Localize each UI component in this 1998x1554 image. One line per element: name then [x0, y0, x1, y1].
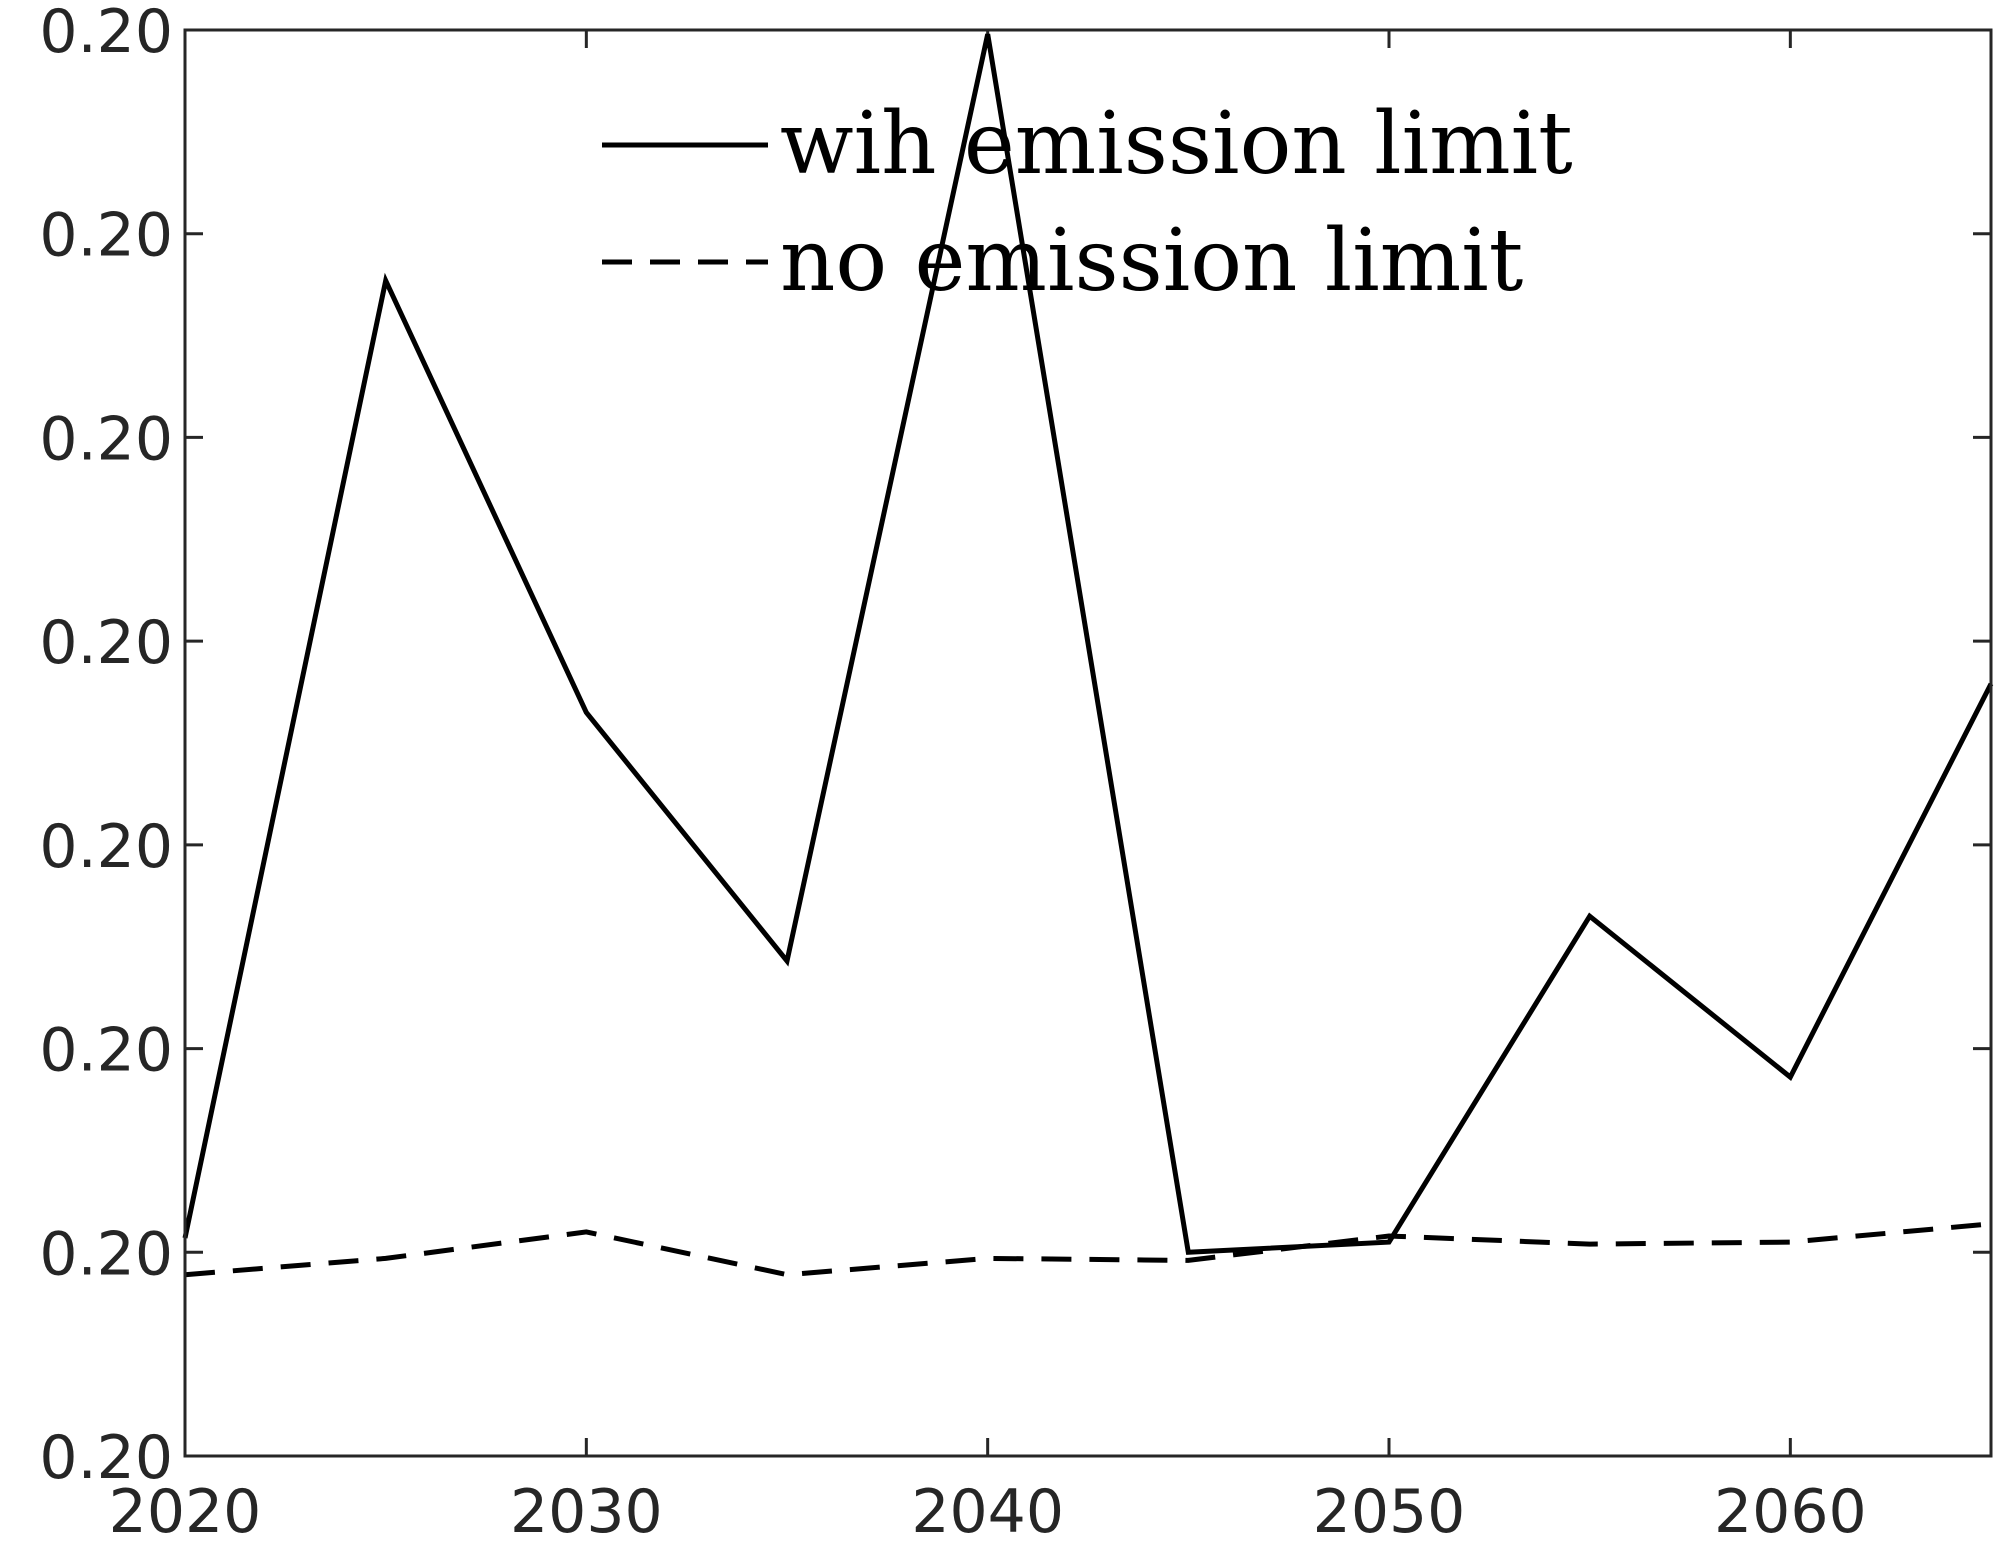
- x-tick-label: 2050: [1313, 1477, 1466, 1547]
- y-tick-label: 0.20: [39, 201, 173, 271]
- plot-area-box: [183, 28, 1993, 1458]
- y-tick-labels: 0.20 0.20 0.20 0.20 0.20 0.20 0.20 0.20: [39, 0, 173, 1493]
- y-tick-label: 0.20: [39, 812, 173, 882]
- y-tick-label: 0.20: [39, 404, 173, 474]
- series-line-1: [182, 33, 1994, 1255]
- legend-label-1: wih emission limit: [780, 94, 1573, 194]
- x-tick-label: 2030: [510, 1477, 663, 1547]
- x-tick-label: 2020: [109, 1477, 262, 1547]
- y-tick-label: 0.20: [39, 0, 173, 67]
- y-tick-label: 0.20: [39, 1423, 173, 1493]
- x-tick-label: 2040: [911, 1477, 1064, 1547]
- x-tick-labels: 2020 2030 2040 2050 2060: [109, 1477, 1867, 1547]
- y-tick-label: 0.20: [39, 1016, 173, 1086]
- series-lines: [182, 33, 1994, 1278]
- series-line-2: [184, 1221, 1992, 1278]
- x-tick-label: 2060: [1714, 1477, 1867, 1547]
- legend: wih emission limit no emission limit: [602, 94, 1573, 311]
- y-tick-label: 0.20: [39, 608, 173, 678]
- y-tick-label: 0.20: [39, 1219, 173, 1289]
- legend-label-2: no emission limit: [780, 211, 1523, 311]
